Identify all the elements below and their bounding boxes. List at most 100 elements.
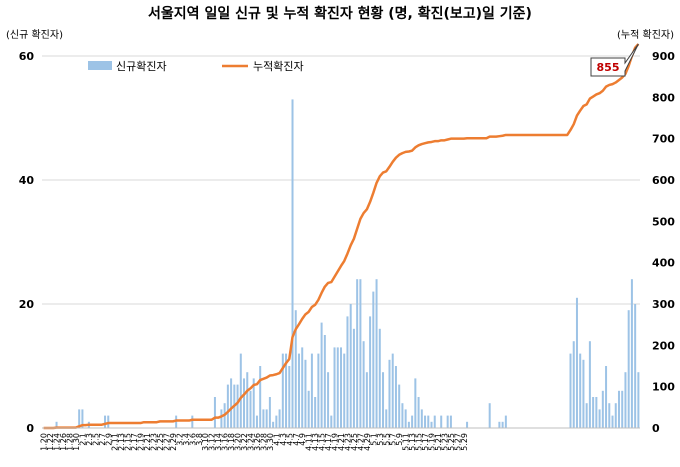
bar — [330, 415, 333, 428]
x-tick-label: 2.5 — [91, 433, 100, 446]
bar — [637, 372, 640, 428]
bar — [466, 421, 469, 428]
right-tick-label: 0 — [652, 422, 660, 435]
x-tick-label: 5.7 — [389, 433, 398, 446]
x-tick-label: 1.26 — [59, 433, 68, 451]
bar — [191, 415, 194, 428]
bar — [230, 378, 233, 428]
bar — [291, 99, 294, 429]
right-tick-label: 600 — [652, 174, 675, 187]
x-tick-label: 5.25 — [447, 433, 456, 451]
bar — [281, 353, 284, 428]
bar — [407, 421, 410, 428]
bar — [417, 397, 420, 428]
bar — [411, 415, 414, 428]
x-tick-label: 3.4 — [182, 433, 191, 446]
x-tick-label: 2.11 — [111, 433, 120, 451]
bar — [579, 353, 582, 428]
bar — [433, 415, 436, 428]
x-tick-label: 2.27 — [162, 433, 171, 451]
bar — [104, 415, 107, 428]
bar — [630, 279, 633, 428]
bar — [362, 341, 365, 428]
bar — [592, 397, 595, 428]
x-tick-label: 5.1 — [369, 433, 378, 446]
left-tick-label: 20 — [19, 298, 35, 311]
x-tick-label: 5.3 — [376, 433, 385, 446]
axes: 020406001002003004005006007008009001.201… — [19, 50, 676, 451]
x-tick-label: 2.17 — [130, 433, 139, 451]
bar — [317, 353, 320, 428]
legend-bar-label: 신규확진자 — [116, 60, 167, 73]
bar — [569, 353, 572, 428]
x-tick-label: 4.5 — [285, 433, 294, 446]
bar — [220, 409, 223, 428]
x-tick-label: 1.22 — [46, 433, 55, 451]
bar — [427, 415, 430, 428]
x-tick-label: 3.24 — [246, 433, 255, 451]
bar — [614, 403, 617, 428]
x-tick-label: 3.28 — [259, 433, 268, 451]
bar — [327, 372, 330, 428]
bar — [627, 310, 630, 428]
x-tick-label: 5.19 — [428, 433, 437, 451]
bar — [365, 372, 368, 428]
bar — [252, 378, 255, 428]
bar — [634, 304, 637, 428]
bar — [255, 415, 258, 428]
x-tick-label: 3.26 — [253, 433, 262, 451]
x-tick-label: 5.5 — [382, 433, 391, 446]
bar — [307, 390, 310, 428]
bar — [343, 353, 346, 428]
x-tick-label: 4.7 — [292, 433, 301, 446]
bar — [611, 415, 614, 428]
bar — [336, 347, 339, 428]
annotation-callout-box — [590, 43, 639, 77]
bar — [498, 421, 501, 428]
bar — [352, 328, 355, 428]
x-tick-label: 4.27 — [356, 433, 365, 451]
annotation-value: 855 — [597, 61, 620, 74]
x-tick-label: 2.9 — [104, 433, 113, 446]
bar — [213, 397, 216, 428]
right-tick-label: 800 — [652, 91, 675, 104]
bar — [601, 390, 604, 428]
x-tick-label: 4.23 — [343, 433, 352, 451]
right-axis-label: (누적 확진자) — [617, 29, 674, 41]
bar-series — [55, 99, 640, 429]
right-tick-label: 300 — [652, 298, 675, 311]
bar — [226, 384, 229, 428]
bar — [259, 366, 262, 428]
bar — [278, 409, 281, 428]
x-tick-label: 3.20 — [234, 433, 243, 451]
left-tick-label: 0 — [26, 422, 34, 435]
bar — [585, 403, 588, 428]
bar — [249, 390, 252, 428]
bar — [588, 341, 591, 428]
bar — [294, 310, 297, 428]
x-tick-label: 4.11 — [305, 433, 314, 451]
x-tick-label: 4.21 — [337, 433, 346, 451]
bar — [582, 359, 585, 428]
bar — [356, 279, 359, 428]
legend-line-label: 누적확진자 — [253, 60, 304, 73]
x-tick-label: 5.29 — [460, 433, 469, 451]
bar — [236, 384, 239, 428]
bar — [488, 403, 491, 428]
x-tick-label: 3.18 — [227, 433, 236, 451]
right-tick-label: 400 — [652, 257, 675, 270]
x-tick-label: 2.23 — [150, 433, 159, 451]
x-tick-label: 5.27 — [453, 433, 462, 451]
bar — [243, 378, 246, 428]
x-tick-label: 5.13 — [408, 433, 417, 451]
bar — [339, 347, 343, 428]
bar — [624, 372, 627, 428]
bar — [246, 372, 249, 428]
bar — [78, 409, 81, 428]
bar — [275, 415, 278, 428]
bar — [320, 322, 323, 428]
left-tick-label: 60 — [19, 50, 35, 63]
x-tick-label: 3.6 — [188, 433, 197, 446]
